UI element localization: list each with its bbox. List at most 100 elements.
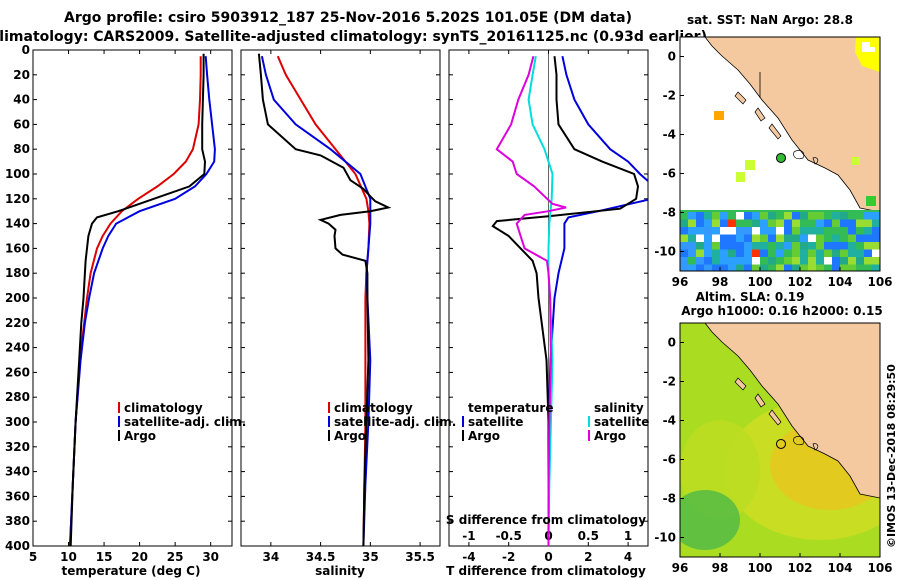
map-x-tick-label: 102 <box>787 561 812 575</box>
sst-cell <box>680 234 688 243</box>
sst-cell <box>848 219 856 228</box>
temperature-legend: climatology satellite-adj. clim. Argo <box>118 401 246 443</box>
sst-cell <box>696 234 704 243</box>
depth-tick-label: 100 <box>5 167 30 181</box>
sst-cell <box>840 234 848 243</box>
sst-cell <box>680 257 688 265</box>
sst-cell <box>864 257 872 265</box>
legend-salinity-title: salinity <box>594 401 644 415</box>
island <box>754 107 766 122</box>
sst-cell <box>808 227 816 235</box>
sst-cell <box>688 249 696 258</box>
series-line-satellite-adj-clim- <box>260 55 372 546</box>
sst-cell <box>832 242 840 250</box>
sst-cell <box>728 264 736 271</box>
sst-cell <box>736 212 744 220</box>
sst-cell <box>776 257 784 265</box>
sst-cell <box>808 234 816 243</box>
depth-tick-label: 340 <box>5 465 30 479</box>
sst-cell <box>800 234 808 243</box>
sst-cell <box>816 234 824 243</box>
sst-cell <box>720 212 728 220</box>
sst-cell <box>792 264 800 271</box>
depth-tick-label: 260 <box>5 365 30 379</box>
sst-cell <box>872 242 880 250</box>
depth-tick-label: 240 <box>5 341 30 355</box>
sst-cell <box>832 257 840 265</box>
sst-cell <box>752 234 760 243</box>
sst-cell <box>760 234 768 243</box>
depth-tick-label: 60 <box>13 117 30 131</box>
sst-cell <box>720 227 728 235</box>
series-line-temperature-argo <box>491 56 640 546</box>
sst-cell <box>688 234 696 243</box>
legend-argo: Argo <box>334 429 366 443</box>
sst-cell <box>704 219 712 228</box>
sst-patch <box>862 42 875 52</box>
sst-patch <box>855 37 880 72</box>
x-tick-label: 2 <box>584 550 592 564</box>
sst-cell <box>824 264 832 271</box>
argo-position-marker <box>776 152 786 163</box>
sst-cell <box>688 264 696 271</box>
map-y-tick-label: 0 <box>668 336 676 350</box>
sst-cell <box>816 264 824 271</box>
sst-cell <box>776 242 784 250</box>
sst-cell <box>688 227 696 235</box>
sst-cell <box>864 242 872 250</box>
sst-cell <box>696 257 704 265</box>
island <box>768 123 782 140</box>
x-tick-label: 10 <box>60 550 77 564</box>
sst-cell <box>752 242 760 250</box>
island <box>734 377 747 391</box>
sla-map-title: Altim. SLA: 0.19 <box>696 290 805 304</box>
sst-cell <box>848 227 856 235</box>
sst-cell <box>752 212 760 220</box>
sst-cell <box>720 249 728 258</box>
sst-cell <box>840 212 848 220</box>
sst-cell <box>720 242 728 250</box>
sst-cell <box>776 227 784 235</box>
sst-cell <box>864 219 872 228</box>
x-tick-label: 0 <box>544 550 552 564</box>
sst-cell <box>872 219 880 228</box>
sst-cell <box>768 249 776 258</box>
map-y-tick-label: -8 <box>663 492 676 506</box>
sst-cell <box>768 227 776 235</box>
sst-cell <box>800 219 808 228</box>
sst-cell <box>840 257 848 265</box>
x-tick-label: 35 <box>362 550 379 564</box>
sst-cell <box>824 242 832 250</box>
sst-cell <box>792 257 800 265</box>
sst-cell <box>808 219 816 228</box>
sst-cell <box>712 264 720 271</box>
sst-cell <box>856 264 864 271</box>
sst-cell <box>744 212 752 220</box>
sst-cell <box>680 242 688 250</box>
s-difference-xlabel: S difference from climatology <box>446 513 646 527</box>
sst-cell <box>840 219 848 228</box>
sst-cell <box>696 227 704 235</box>
sst-cell <box>712 212 720 220</box>
x-tick-label: 34.5 <box>306 550 336 564</box>
salinity-legend: climatology satellite-adj. clim. Argo <box>328 401 456 443</box>
sst-cell <box>784 257 792 265</box>
sst-cell <box>784 264 792 271</box>
sst-cell <box>736 242 744 250</box>
sst-cell <box>696 219 704 228</box>
island-outline <box>812 157 819 165</box>
series-line-salinity-argo <box>495 55 567 546</box>
sst-cell <box>784 234 792 243</box>
sst-cell <box>832 234 840 243</box>
sst-cell <box>784 249 792 258</box>
sst-cell <box>864 234 872 243</box>
sst-cell <box>784 227 792 235</box>
depth-tick-label: 0 <box>22 43 30 57</box>
depth-tick-label: 280 <box>5 390 30 404</box>
s-diff-tick-label: -1 <box>462 529 475 543</box>
sla-map-subtitle: Argo h1000: 0.16 h2000: 0.15 <box>681 304 882 318</box>
sst-cell <box>688 219 696 228</box>
sst-cell <box>824 257 832 265</box>
map-x-tick-label: 106 <box>867 561 892 575</box>
sst-cell <box>840 242 848 250</box>
